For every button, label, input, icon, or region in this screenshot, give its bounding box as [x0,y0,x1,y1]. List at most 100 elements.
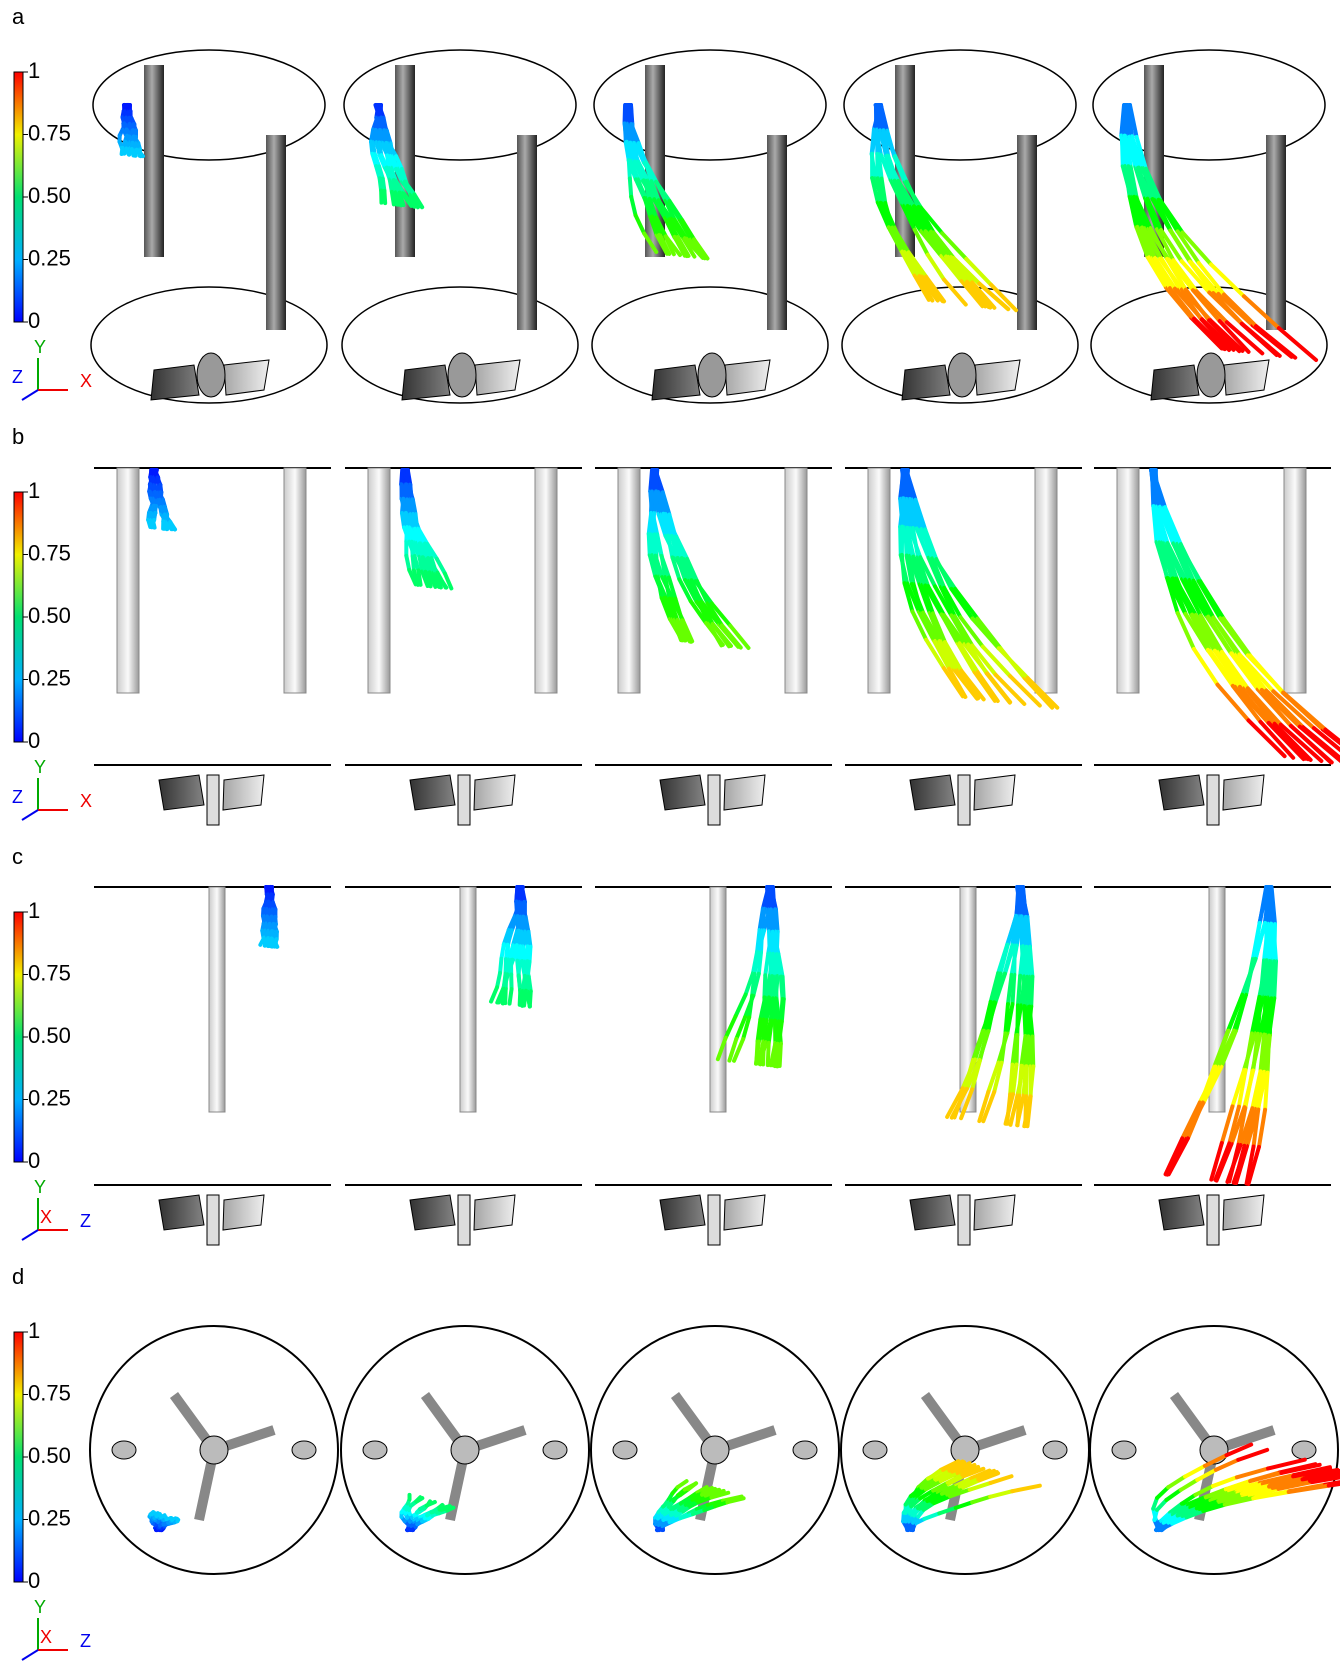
trajectory [518,916,519,931]
shaft [708,1195,720,1245]
axis-label: Y [34,757,46,777]
trajectory [402,499,403,513]
trajectory [1271,961,1274,998]
trajectory [776,976,778,998]
trajectory [521,917,523,932]
trajectory [1279,328,1316,360]
baffle [1117,468,1139,693]
trajectory [1005,1004,1008,1033]
trajectory [154,1512,156,1514]
trajectory [122,148,123,154]
shaft [1207,775,1219,825]
panel-label: c [12,844,23,869]
trajectory [413,514,415,529]
baffle [112,1441,136,1459]
axis-label: Y [34,337,46,357]
colorbar-label: 0.75 [28,960,71,985]
baffle [266,135,286,330]
trajectory [775,1044,778,1066]
trajectory [412,499,413,514]
trajectory [177,1520,178,1521]
trajectory [1018,976,1020,1006]
trajectory [516,902,517,917]
baffle [363,1441,387,1459]
baffle [517,135,537,330]
trajectory [157,1514,160,1516]
trajectory [780,1044,781,1066]
baffle [863,1441,887,1459]
baffle [209,887,225,1112]
baffle [1112,1441,1136,1459]
baffle [292,1441,316,1459]
trajectory [406,556,409,570]
colorbar-label: 1 [28,898,40,923]
trajectory [651,491,652,512]
baffle [1284,468,1306,693]
trajectory [772,954,773,976]
trajectory [903,470,905,498]
trajectory [423,557,426,572]
axis-d [22,1650,38,1660]
trajectory [1166,1490,1180,1500]
trajectory [1002,1033,1006,1062]
trajectory [1019,1066,1021,1096]
trajectory [403,484,406,498]
trajectory [520,931,521,946]
colorbar-label: 1 [28,58,40,83]
trajectory [525,932,528,947]
trajectory [503,989,504,1004]
trajectory [392,192,394,204]
baffle [1266,135,1286,330]
trajectory [1030,947,1032,977]
trajectory [654,491,656,512]
trajectory [685,1484,696,1490]
hub [951,1436,979,1464]
colorbar-label: 0.25 [28,1505,71,1530]
trajectory [1264,998,1265,1035]
axis-label: Y [34,1597,46,1617]
colorbar-label: 0.75 [28,540,71,565]
trajectory [972,1497,990,1503]
axis-label: Z [80,1211,91,1231]
trajectory [1012,1486,1040,1492]
colorbar [14,492,23,742]
trajectory [781,977,783,999]
baffle [1017,135,1037,330]
baffle [767,135,787,330]
trajectory [1157,1500,1167,1510]
colorbar-label: 0 [28,728,40,753]
trajectory [524,991,526,1006]
trajectory [1274,924,1275,961]
axis-label: X [40,1627,52,1647]
trajectory [126,148,129,154]
trajectory [972,619,998,649]
trajectory [1017,1005,1018,1035]
trajectory [520,946,522,961]
trajectory [629,160,630,178]
hub [948,353,976,397]
colorbar-label: 0 [28,1568,40,1593]
colorbar [14,72,23,322]
trajectory [749,996,752,1018]
trajectory [990,1491,1012,1497]
baffle [618,468,640,693]
trajectory [523,902,524,917]
shaft [458,1195,470,1245]
colorbar-label: 0.75 [28,1380,71,1405]
trajectory [902,498,903,526]
trajectory [269,938,272,945]
trajectory [627,142,629,160]
baffle [368,468,390,693]
trajectory [636,215,645,233]
baffle [785,468,807,693]
panel-label: a [12,4,25,29]
hub [698,353,726,397]
hub [197,353,225,397]
colorbar-label: 0.50 [28,183,71,208]
trajectory [1021,887,1023,916]
panel-label: d [12,1264,24,1289]
axis-label: Y [34,1177,46,1197]
shaft [1207,1195,1219,1245]
axis-label: Z [12,367,23,387]
axis-d [22,1230,38,1240]
